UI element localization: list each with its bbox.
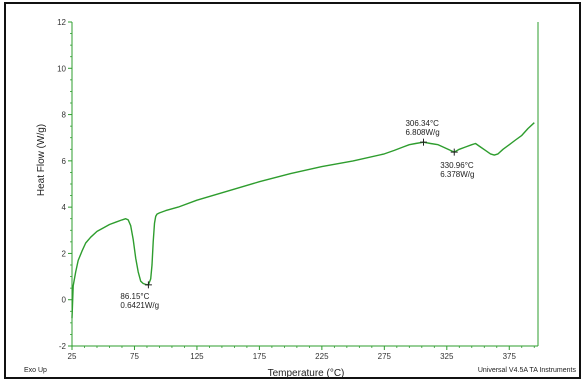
heat-flow-line — [71, 122, 535, 319]
annotation-heat-flow: 6.808W/g — [405, 128, 439, 137]
x-tick-label: 275 — [378, 352, 392, 361]
ticks-group: -2 0 2 4 6 8 10 12 25 75 125 175 225 275 325 375 — [57, 18, 535, 361]
y-tick-label: 4 — [62, 203, 67, 212]
annotation-heat-flow: 6.378W/g — [440, 170, 474, 179]
annotations-group: 86.15°C0.6421W/g 306.34°C6.808W/g 330.96°C… — [120, 119, 474, 310]
footer-instrument: Universal V4.5A TA Instruments — [478, 367, 577, 374]
chart-frame — [4, 2, 581, 379]
y-tick-label: 6 — [62, 157, 67, 166]
y-tick-label: 2 — [62, 249, 67, 258]
x-tick-label: 375 — [503, 352, 517, 361]
x-tick-label: 125 — [190, 352, 204, 361]
plot-group — [71, 122, 535, 319]
x-tick-label: 75 — [130, 352, 139, 361]
y-tick-label: 0 — [62, 296, 67, 305]
y-tick-label: -2 — [59, 342, 67, 351]
annotation-temperature: 306.34°C — [405, 119, 439, 128]
footer-exo-up: Exo Up — [24, 367, 47, 374]
y-tick-label: 12 — [57, 18, 66, 27]
x-tick-label: 225 — [315, 352, 329, 361]
annotation-heat-flow: 0.6421W/g — [120, 301, 159, 310]
y-tick-label: 8 — [62, 111, 67, 120]
y-axis-title: Heat Flow (W/g) — [36, 124, 47, 196]
annotation-temperature: 330.96°C — [440, 161, 474, 170]
y-tick-label: 10 — [57, 64, 66, 73]
x-tick-label: 175 — [253, 352, 267, 361]
x-axis-title: Temperature (°C) — [268, 368, 345, 379]
x-tick-label: 25 — [68, 352, 77, 361]
annotation-temperature: 86.15°C — [120, 292, 149, 301]
x-tick-label: 325 — [440, 352, 454, 361]
